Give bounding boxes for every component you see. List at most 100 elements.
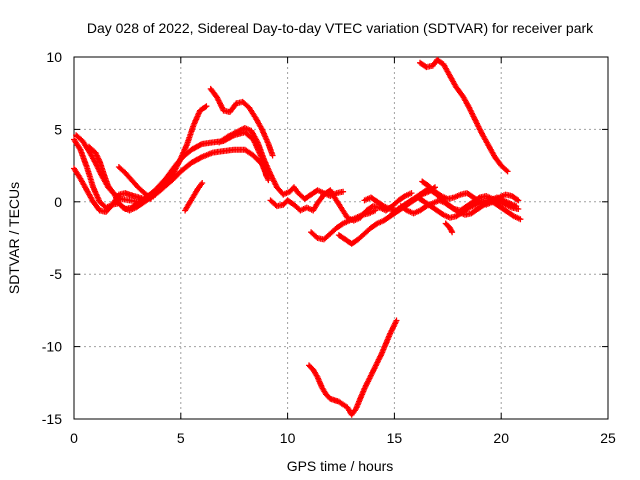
data-point — [360, 398, 361, 399]
data-point — [313, 369, 314, 370]
data-point — [343, 191, 344, 192]
x-tick-labels: 0 5 10 15 20 25 — [70, 430, 616, 446]
y-tick-labels: -15 -10 -5 0 5 10 — [42, 49, 62, 427]
data-point — [518, 209, 519, 210]
data-point — [330, 233, 331, 234]
data-point — [334, 400, 335, 401]
data-point — [165, 178, 166, 179]
data-point — [253, 155, 254, 156]
data-point — [390, 216, 391, 217]
data-point — [509, 203, 510, 204]
data-point — [125, 193, 126, 194]
data-point — [481, 133, 482, 134]
data-point — [193, 125, 194, 126]
data-point — [330, 196, 331, 197]
data-point — [270, 200, 271, 201]
data-point — [99, 161, 100, 162]
data-point — [86, 190, 87, 191]
data-point — [475, 120, 476, 121]
data-point — [244, 132, 245, 133]
data-point — [283, 194, 284, 195]
data-point — [398, 209, 399, 210]
data-series — [71, 56, 524, 418]
data-point — [417, 197, 418, 198]
series-track-5 — [115, 164, 154, 202]
data-point — [212, 152, 213, 153]
data-point — [338, 401, 339, 402]
data-point — [118, 203, 119, 204]
data-point — [283, 204, 284, 205]
data-point — [520, 219, 521, 220]
data-point — [447, 198, 448, 199]
y-tick-label: 0 — [54, 194, 62, 210]
data-point — [385, 343, 386, 344]
data-point — [264, 159, 265, 160]
data-point — [469, 207, 470, 208]
data-point — [270, 174, 271, 175]
data-point — [437, 59, 438, 60]
data-point — [452, 232, 453, 233]
data-point — [336, 193, 337, 194]
data-point — [479, 201, 480, 202]
data-point — [236, 103, 237, 104]
data-point — [202, 143, 203, 144]
data-point — [398, 200, 399, 201]
data-point — [377, 362, 378, 363]
data-point — [95, 162, 96, 163]
y-tick-label: -5 — [50, 266, 63, 282]
y-tick-label: -15 — [42, 411, 62, 427]
data-point — [355, 408, 356, 409]
series-track-11 — [308, 207, 379, 243]
data-point — [434, 191, 435, 192]
data-point — [405, 196, 406, 197]
data-point — [377, 201, 378, 202]
data-point — [330, 190, 331, 191]
data-point — [219, 142, 220, 143]
data-point — [347, 217, 348, 218]
data-point — [445, 203, 446, 204]
series-markers-track-4 — [86, 143, 171, 214]
data-point — [370, 227, 371, 228]
data-point — [180, 171, 181, 172]
data-point — [381, 353, 382, 354]
data-point — [460, 194, 461, 195]
data-point — [334, 197, 335, 198]
data-point — [191, 149, 192, 150]
data-point — [437, 210, 438, 211]
series-track-16 — [442, 220, 456, 236]
data-point — [456, 216, 457, 217]
data-point — [473, 201, 474, 202]
data-point — [227, 136, 228, 137]
data-point — [120, 198, 121, 199]
data-point — [514, 216, 515, 217]
data-point — [341, 207, 342, 208]
data-point — [347, 407, 348, 408]
data-point — [95, 152, 96, 153]
data-point — [287, 200, 288, 201]
data-point — [364, 388, 365, 389]
series-markers-track-18 — [306, 317, 400, 418]
data-point — [385, 210, 386, 211]
data-point — [251, 130, 252, 131]
data-point — [144, 193, 145, 194]
data-point — [479, 197, 480, 198]
data-point — [462, 96, 463, 97]
data-point — [268, 143, 269, 144]
data-point — [300, 210, 301, 211]
data-point — [469, 107, 470, 108]
x-tick-label: 15 — [387, 430, 403, 446]
data-point — [200, 110, 201, 111]
data-point — [234, 149, 235, 150]
data-point — [364, 200, 365, 201]
y-tick-label: -10 — [42, 339, 62, 355]
data-point — [272, 155, 273, 156]
chart-title: Day 028 of 2022, Sidereal Day-to-day VTE… — [87, 20, 594, 36]
data-point — [88, 151, 89, 152]
y-tick-label: 5 — [54, 121, 62, 137]
data-point — [426, 67, 427, 68]
data-point — [236, 132, 237, 133]
series-markers-track-15 — [397, 194, 520, 218]
data-point — [135, 207, 136, 208]
data-point — [261, 129, 262, 130]
data-point — [93, 201, 94, 202]
